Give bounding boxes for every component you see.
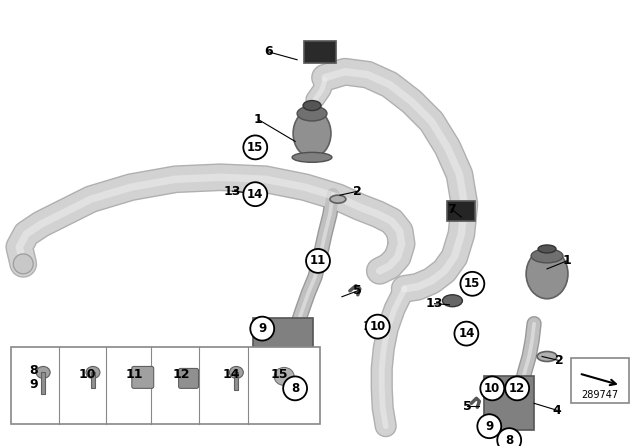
Text: 10: 10: [363, 320, 381, 333]
Text: 9: 9: [485, 420, 493, 433]
Text: 13: 13: [426, 297, 444, 310]
Circle shape: [306, 249, 330, 273]
Text: 10: 10: [370, 320, 386, 333]
Text: 1: 1: [563, 254, 572, 267]
Text: 15: 15: [247, 141, 264, 154]
Circle shape: [366, 314, 390, 339]
Bar: [234, 372, 238, 390]
FancyBboxPatch shape: [179, 368, 198, 388]
Ellipse shape: [86, 366, 100, 379]
Ellipse shape: [36, 366, 50, 379]
Circle shape: [243, 135, 268, 159]
Text: 12: 12: [509, 382, 525, 395]
Text: 289747: 289747: [581, 390, 618, 401]
Text: 14: 14: [223, 368, 240, 381]
Text: 4: 4: [552, 404, 561, 417]
Text: 2: 2: [353, 185, 362, 198]
Text: 11: 11: [310, 254, 326, 267]
FancyBboxPatch shape: [484, 376, 534, 430]
Circle shape: [460, 272, 484, 296]
Text: 8: 8: [505, 434, 513, 447]
Text: 15: 15: [464, 277, 481, 290]
Text: 7: 7: [447, 202, 456, 215]
Ellipse shape: [330, 195, 346, 203]
Text: 11: 11: [126, 368, 143, 381]
FancyBboxPatch shape: [304, 41, 336, 63]
Ellipse shape: [442, 295, 462, 307]
Text: 3: 3: [244, 350, 253, 363]
Text: 14: 14: [458, 327, 475, 340]
Circle shape: [477, 414, 501, 438]
Circle shape: [497, 428, 521, 448]
Ellipse shape: [293, 110, 331, 157]
FancyBboxPatch shape: [253, 318, 313, 370]
Circle shape: [454, 322, 478, 345]
Circle shape: [283, 376, 307, 401]
Circle shape: [481, 376, 504, 401]
Text: 10: 10: [484, 382, 500, 395]
Ellipse shape: [229, 366, 243, 379]
Ellipse shape: [303, 101, 321, 111]
Text: 8: 8: [29, 364, 38, 377]
Ellipse shape: [531, 249, 563, 263]
Text: 9: 9: [258, 322, 266, 335]
Text: 9: 9: [29, 378, 38, 391]
Ellipse shape: [526, 249, 568, 299]
Text: 8: 8: [291, 382, 300, 395]
Ellipse shape: [274, 367, 294, 385]
Circle shape: [13, 254, 33, 274]
Bar: [12, 347, 320, 424]
Bar: [41, 372, 45, 394]
FancyBboxPatch shape: [447, 201, 476, 221]
Circle shape: [505, 376, 529, 401]
Ellipse shape: [538, 245, 556, 253]
Text: 14: 14: [247, 188, 264, 201]
FancyBboxPatch shape: [132, 366, 154, 388]
Circle shape: [243, 182, 268, 206]
Text: 5: 5: [353, 284, 362, 297]
Text: 12: 12: [173, 368, 190, 381]
Text: 13: 13: [224, 185, 241, 198]
Bar: [571, 358, 628, 403]
Ellipse shape: [297, 106, 327, 121]
Ellipse shape: [537, 352, 557, 362]
Text: 1: 1: [254, 113, 262, 126]
Text: 2: 2: [555, 354, 563, 367]
Bar: [91, 372, 95, 388]
Ellipse shape: [292, 152, 332, 162]
Circle shape: [248, 183, 264, 199]
Circle shape: [250, 317, 274, 340]
Text: 15: 15: [270, 368, 288, 381]
Text: 5: 5: [463, 400, 472, 413]
Text: 6: 6: [264, 45, 273, 58]
Text: 10: 10: [79, 368, 97, 381]
